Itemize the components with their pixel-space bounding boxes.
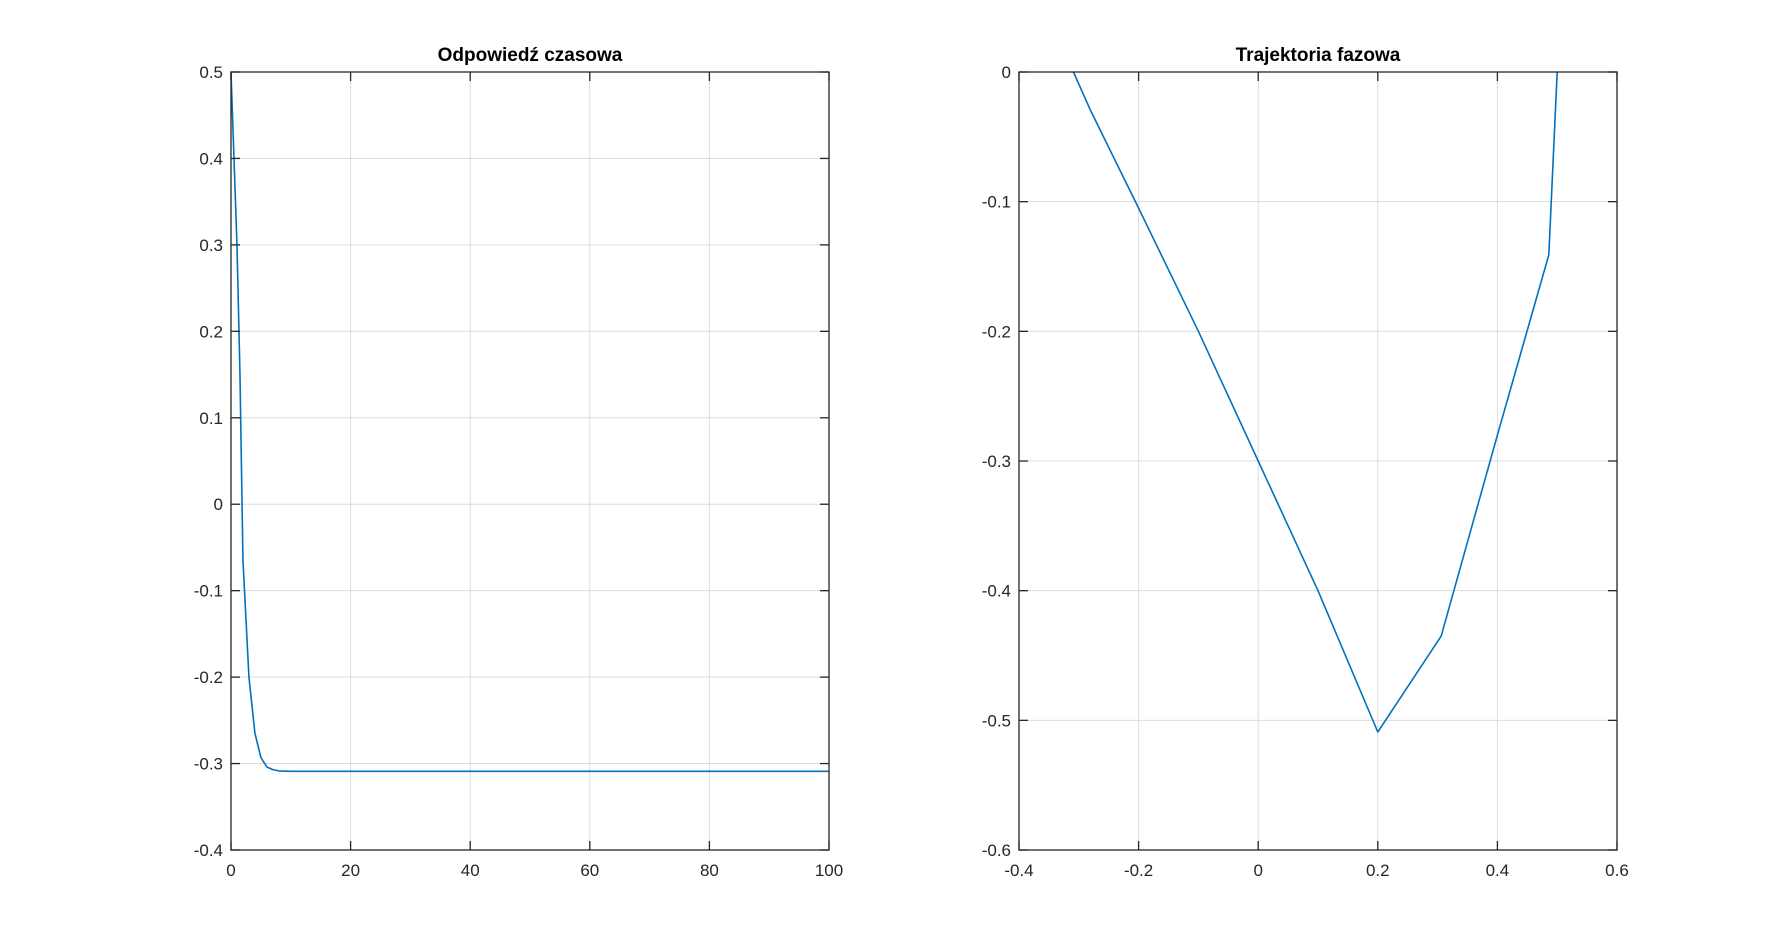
x-tick-label: 0.4 — [1486, 861, 1510, 880]
chart-title: Odpowiedź czasowa — [438, 45, 623, 66]
x-tick-label: 60 — [580, 861, 599, 880]
y-tick-label: 0.4 — [199, 149, 223, 168]
y-tick-label: -0.4 — [982, 582, 1011, 601]
x-tick-label: 0 — [1253, 861, 1262, 880]
x-tick-label: -0.2 — [1124, 861, 1153, 880]
y-tick-label: -0.1 — [982, 193, 1011, 212]
x-tick-label: 20 — [341, 861, 360, 880]
y-tick-label: 0.3 — [199, 236, 223, 255]
y-tick-label: -0.6 — [982, 841, 1011, 860]
chart-title: Trajektoria fazowa — [1236, 45, 1401, 66]
y-tick-label: 0.5 — [199, 63, 223, 82]
y-tick-label: -0.2 — [982, 322, 1011, 341]
x-tick-label: 100 — [815, 861, 843, 880]
y-tick-label: 0.1 — [199, 409, 223, 428]
phase-trajectory-chart: -0.4 -0.2 0 0.2 0.4 0.6 -0.6 -0.5 -0.4 -0.3 -0.2 -0… — [982, 45, 1629, 880]
y-tick-label: 0 — [214, 495, 223, 514]
y-tick-label: -0.3 — [194, 755, 223, 774]
time-response-chart: 0 20 40 60 80 100 -0.4 -0.3 -0.2 -0.1 0 0.1 0.2 0.3 0.… — [194, 45, 843, 880]
series-line — [230, 71, 829, 773]
y-tick-label: 0 — [1002, 63, 1011, 82]
x-tick-label: -0.4 — [1004, 861, 1033, 880]
y-tick-label: -0.5 — [982, 711, 1011, 730]
axes-box — [230, 71, 830, 851]
x-tick-label: 80 — [700, 861, 719, 880]
y-tick-label: -0.1 — [194, 582, 223, 601]
y-tick-label: -0.4 — [194, 841, 223, 860]
x-tick-label: 0.6 — [1605, 861, 1629, 880]
x-tick-label: 40 — [461, 861, 480, 880]
x-tick-label: 0 — [226, 861, 235, 880]
series-line — [1072, 71, 1558, 733]
x-tick-label: 0.2 — [1366, 861, 1390, 880]
y-tick-label: 0.2 — [199, 322, 223, 341]
y-tick-label: -0.3 — [982, 452, 1011, 471]
y-tick-label: -0.2 — [194, 668, 223, 687]
